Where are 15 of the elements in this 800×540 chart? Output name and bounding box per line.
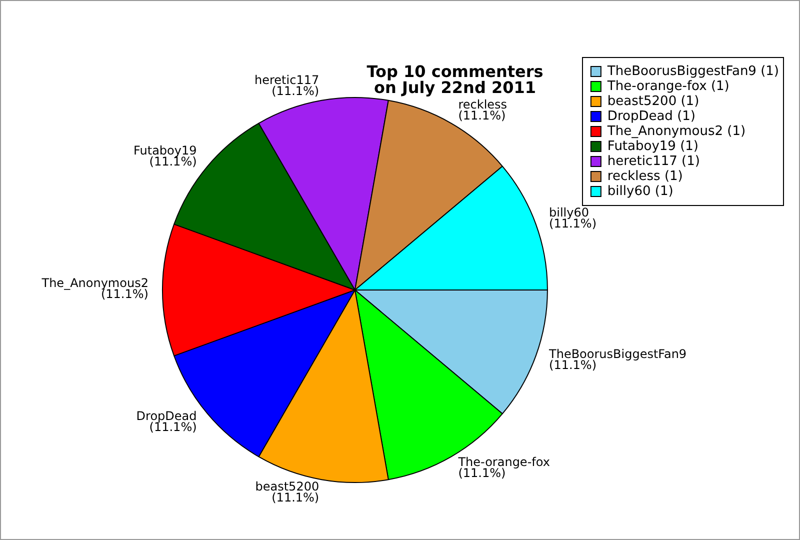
slice-label: Futaboy19 [134, 143, 197, 158]
slice-label: DropDead [136, 408, 197, 423]
category-label: DropDead (1) [607, 108, 696, 124]
category-label: heretic117 (1) [607, 154, 700, 169]
category-label: reckless (1) [607, 168, 683, 184]
category-label: beast5200 (1) [607, 94, 700, 109]
category-label: The-orange-fox (1) [607, 78, 730, 94]
category-label: TheBoorusBiggestFan9 (1) [607, 64, 780, 79]
chart-title: Top 10 commenters on July 22nd 2011 [366, 62, 544, 98]
data-label: (11.1%) [549, 216, 596, 230]
category-label: The_Anonymous2 (1) [607, 124, 746, 139]
category-label: Futaboy19 (1) [607, 138, 698, 154]
slice-label: The_Anonymous2 [40, 276, 148, 290]
category-label: billy60 (1) [607, 184, 674, 199]
legend-label: billy60 [549, 206, 590, 220]
